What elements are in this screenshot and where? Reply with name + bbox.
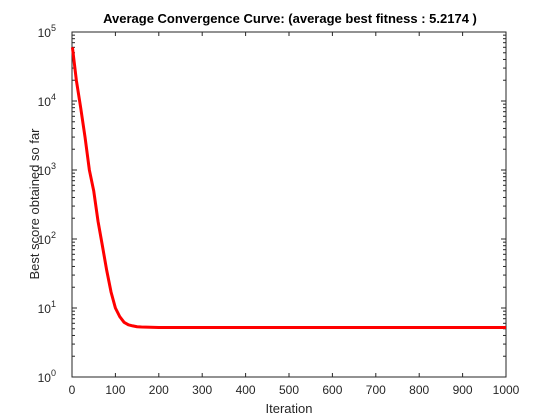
- y-tick-base: 10: [38, 371, 52, 385]
- y-tick-exponent: 3: [51, 161, 56, 171]
- y-tick-base: 10: [38, 95, 52, 109]
- y-tick-label: 101: [38, 299, 56, 316]
- y-tick-label: 103: [38, 161, 56, 178]
- y-axis-label: Best score obtained so far: [27, 128, 42, 280]
- plot-area: [71, 31, 507, 378]
- y-tick-base: 10: [38, 302, 52, 316]
- y-tick-label: 100: [38, 368, 56, 385]
- x-tick-label: 800: [409, 383, 429, 397]
- chart-title: Average Convergence Curve: (average best…: [103, 11, 477, 26]
- y-tick-base: 10: [38, 164, 52, 178]
- y-tick-exponent: 0: [51, 368, 56, 378]
- x-tick-label: 900: [453, 383, 473, 397]
- y-tick-label: 104: [38, 92, 56, 109]
- x-axis-ticks: 0 100 200 300 400 500 600 700 800 900 1000: [69, 32, 520, 397]
- y-tick-label: 102: [38, 230, 56, 247]
- y-tick-base: 10: [38, 233, 52, 247]
- x-tick-label: 300: [192, 383, 212, 397]
- x-tick-label: 400: [236, 383, 256, 397]
- x-tick-label: 100: [105, 383, 125, 397]
- x-tick-label: 600: [322, 383, 342, 397]
- y-tick-exponent: 2: [51, 230, 56, 240]
- x-axis-label: Iteration: [266, 401, 313, 416]
- y-tick-exponent: 1: [51, 299, 56, 309]
- y-tick-exponent: 4: [51, 92, 56, 102]
- convergence-line: [70, 47, 507, 329]
- x-tick-label: 500: [279, 383, 299, 397]
- x-tick-label: 700: [366, 383, 386, 397]
- y-tick-base: 10: [38, 26, 52, 40]
- x-tick-label: 200: [149, 383, 169, 397]
- x-tick-label: 0: [69, 383, 76, 397]
- y-tick-label: 105: [38, 23, 56, 40]
- x-tick-label: 1000: [493, 383, 520, 397]
- y-tick-exponent: 5: [51, 23, 56, 33]
